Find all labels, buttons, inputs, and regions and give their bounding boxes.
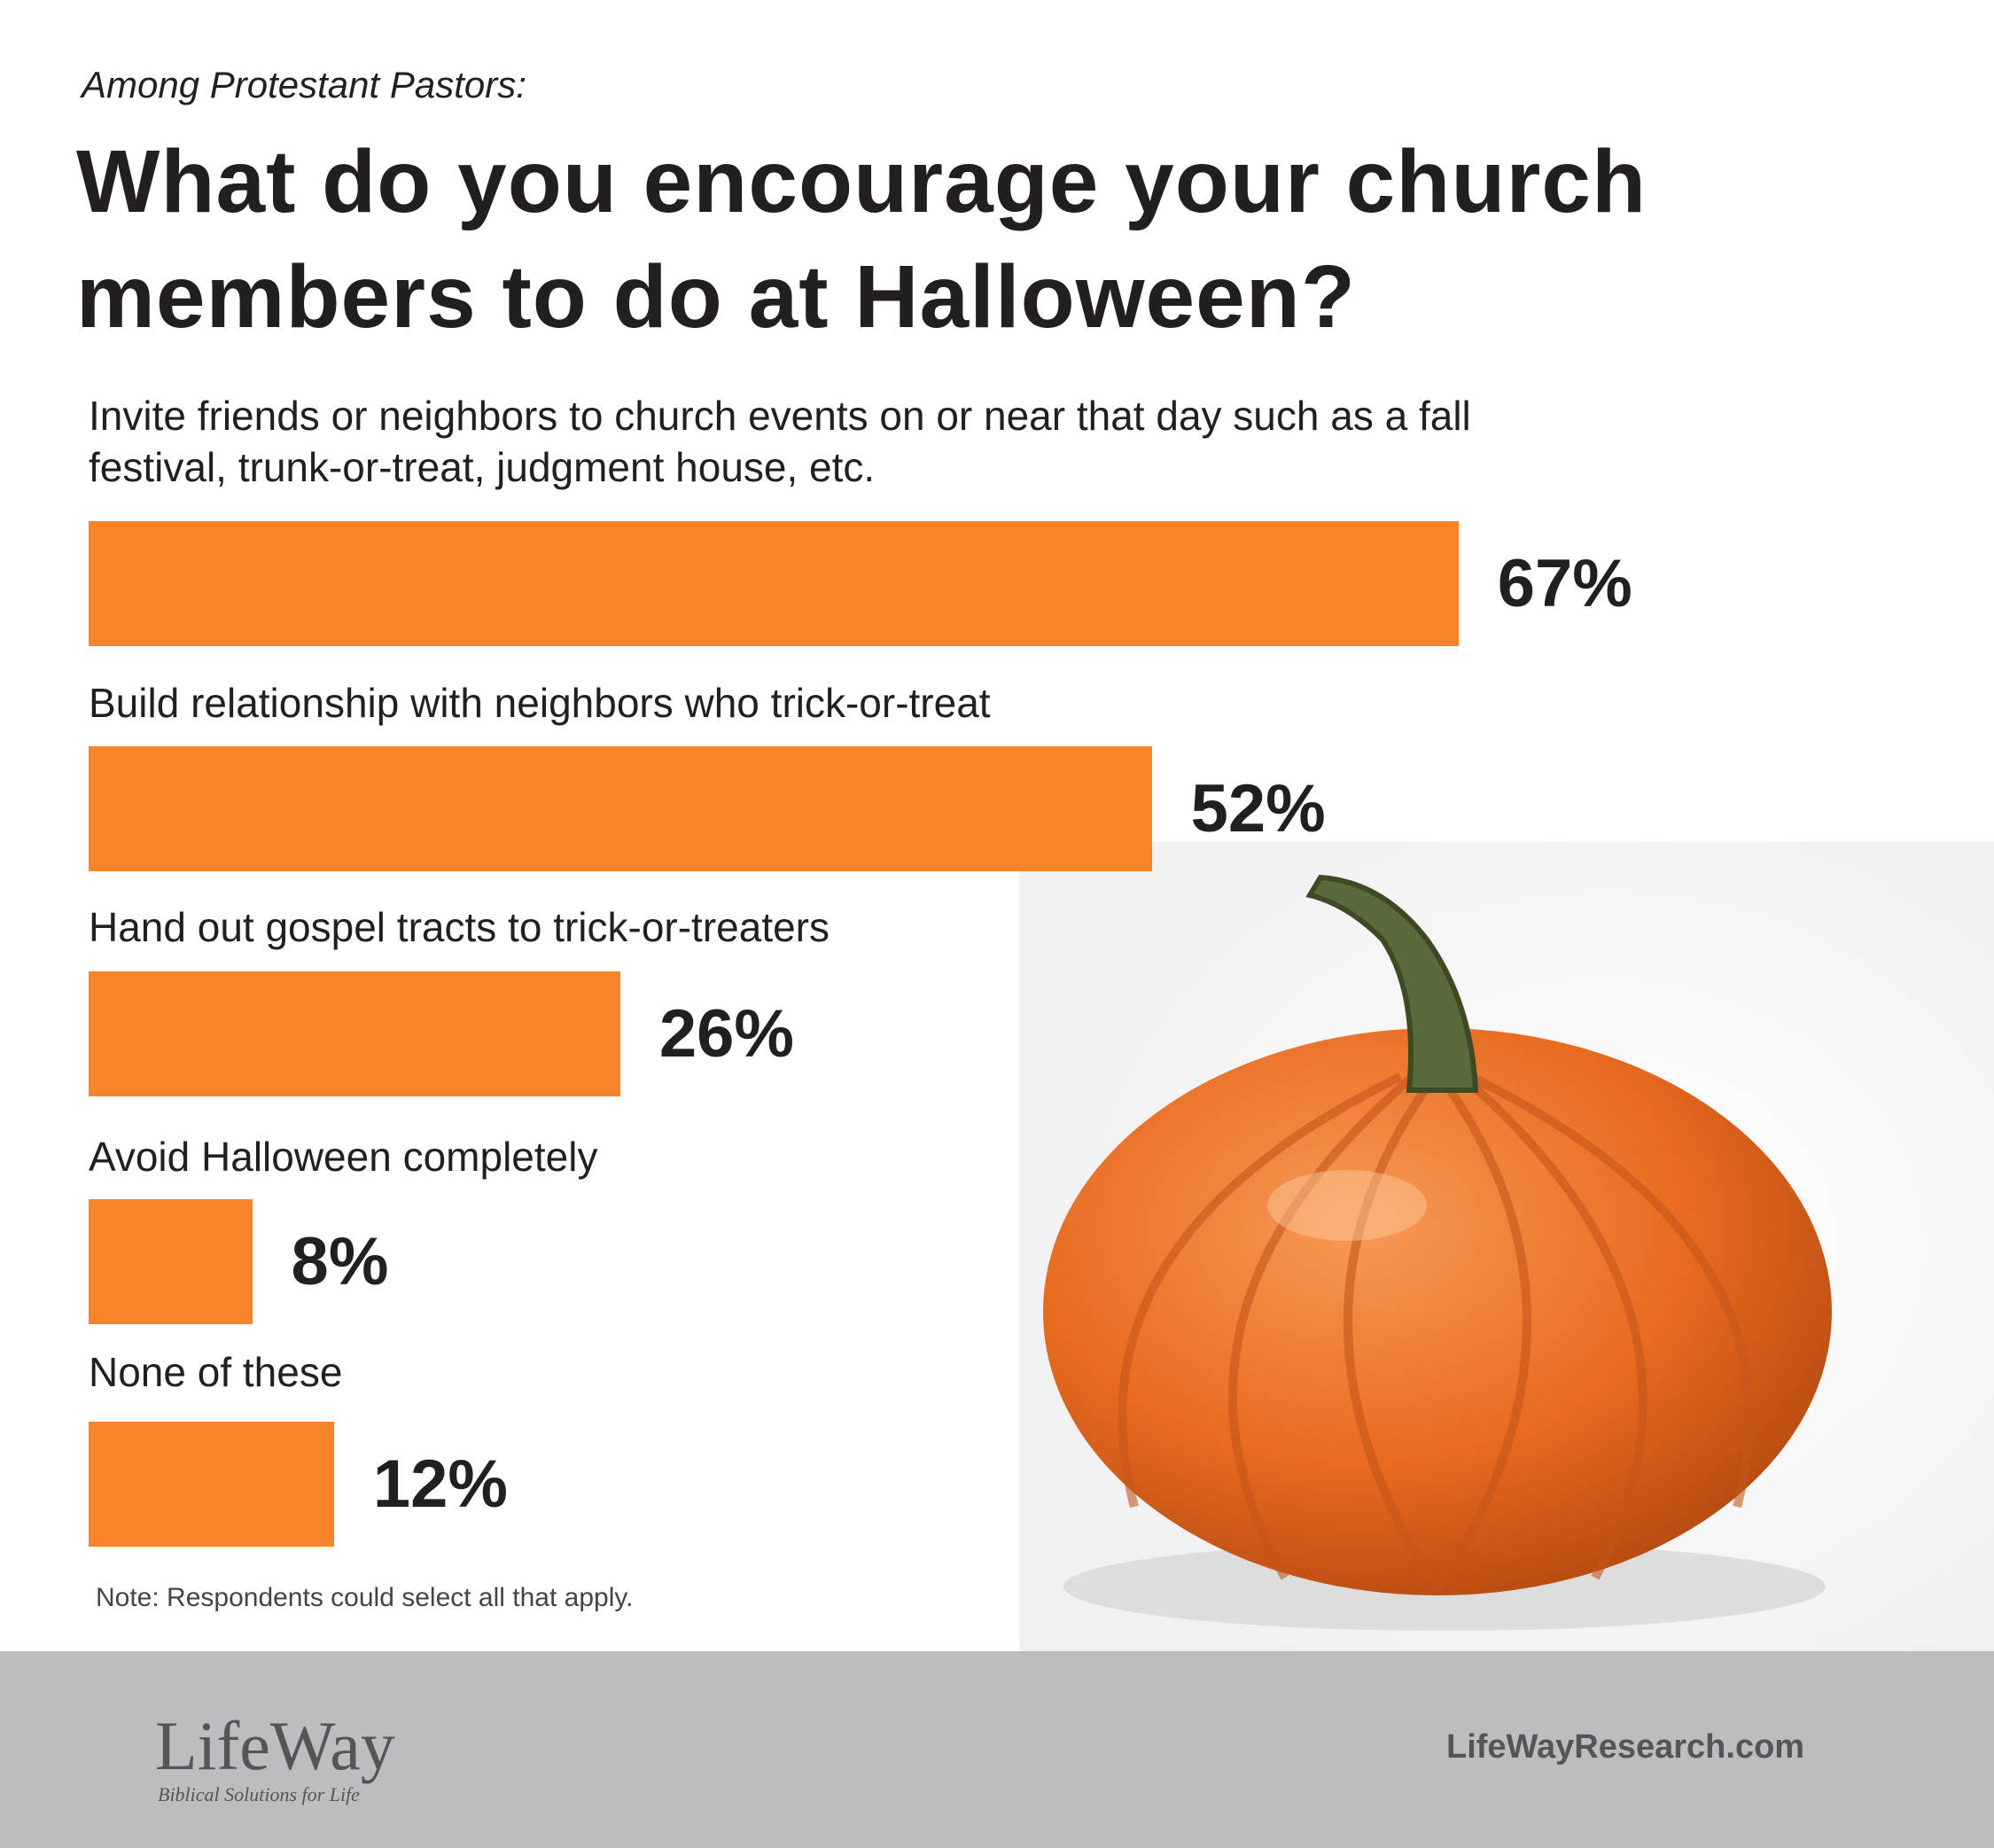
bar: [89, 521, 1459, 646]
value-label: 52%: [1190, 771, 1326, 846]
value-label: 67%: [1497, 546, 1632, 621]
pumpkin-stem: [1305, 874, 1479, 1093]
website-url: LifeWayResearch.com: [1446, 1728, 1805, 1766]
bar: [89, 971, 620, 1096]
category-label: Hand out gospel tracts to trick-or-treat…: [89, 904, 830, 950]
category-label: None of these: [89, 1349, 343, 1395]
bar: [89, 1199, 253, 1324]
pumpkin-ribs: [1118, 1069, 1754, 1594]
logo: LifeWay: [155, 1707, 395, 1784]
highlight: [1267, 1170, 1427, 1241]
value-label: 26%: [658, 996, 794, 1072]
value-label: 8%: [291, 1224, 389, 1299]
subtitle: Among Protestant Pastors:: [82, 64, 526, 105]
tagline: Biblical Solutions for Life: [158, 1783, 360, 1805]
note: Note: Respondents could select all that …: [96, 1583, 634, 1612]
category-label: Avoid Halloween completely: [89, 1134, 598, 1180]
chart-title: What do you encourage your church member…: [76, 132, 1647, 347]
bar: [89, 746, 1152, 871]
value-label: 12%: [372, 1446, 508, 1522]
bar: [89, 1422, 334, 1547]
category-label: Invite friends or neighbors to church ev…: [89, 393, 1471, 490]
pumpkin-image: [1019, 842, 1994, 1651]
category-label: Build relationship with neighbors who tr…: [89, 680, 991, 726]
footer: [0, 1651, 1994, 1848]
pumpkin-body: [1043, 1028, 1832, 1595]
